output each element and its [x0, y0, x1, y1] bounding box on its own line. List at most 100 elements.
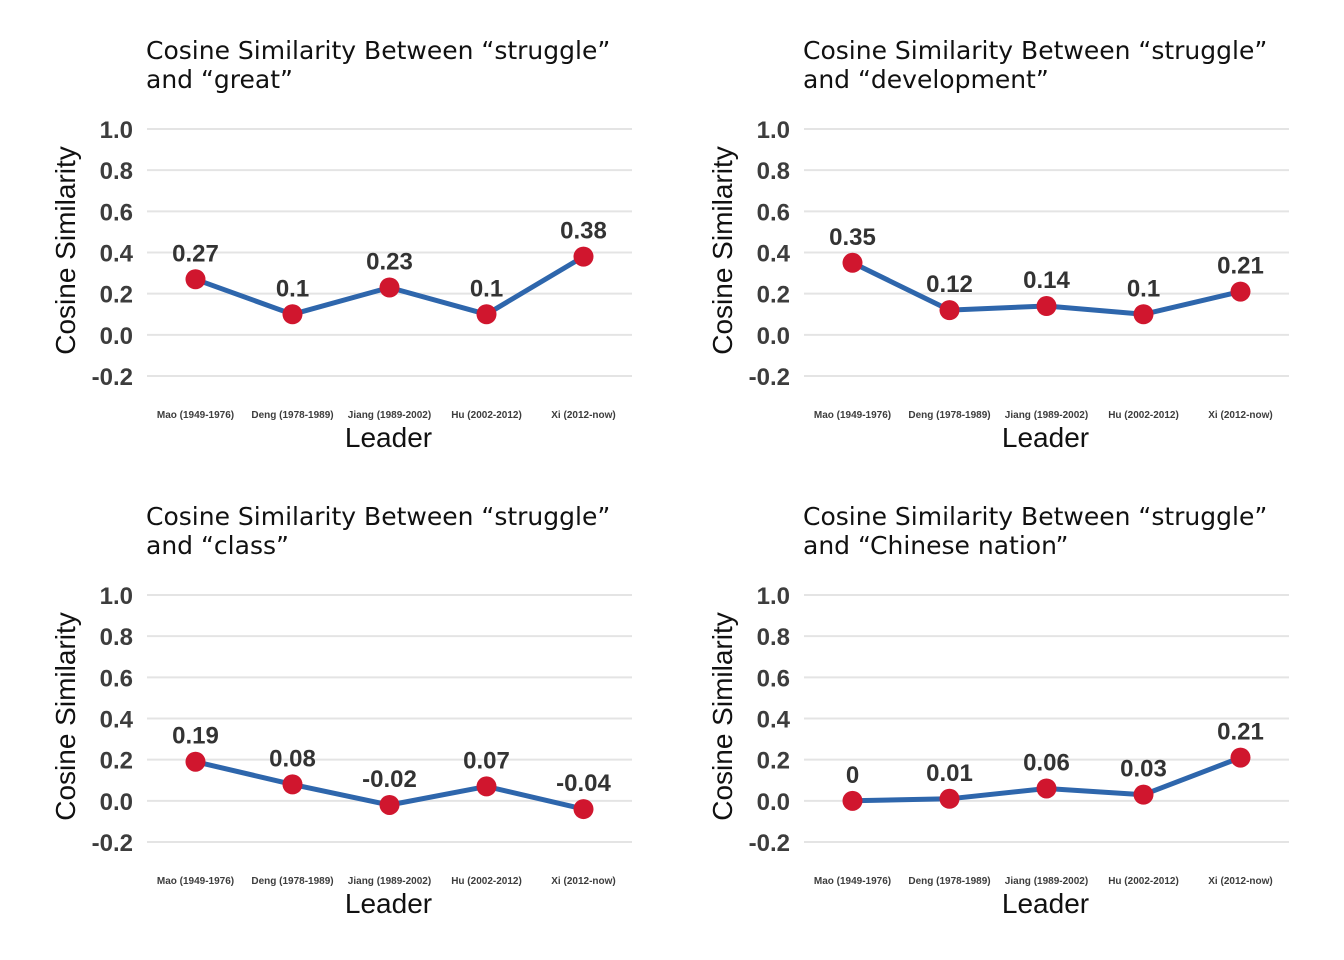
- data-point: [379, 794, 400, 815]
- data-point: [842, 252, 863, 273]
- chart-title-line1: Cosine Similarity Between “struggle”: [803, 502, 1267, 531]
- data-label: 0.1: [470, 275, 503, 302]
- chart-panel-2: Cosine Similarity Between “struggle”and …: [707, 36, 1289, 453]
- y-tick-label: -0.2: [92, 364, 133, 391]
- x-tick-label: Jiang (1989-2002): [348, 876, 431, 887]
- data-point: [1036, 296, 1057, 317]
- y-tick-label: -0.2: [92, 830, 133, 857]
- y-tick-label: 0.8: [757, 158, 790, 185]
- data-point: [185, 751, 206, 772]
- y-tick-label: 1.0: [100, 117, 133, 144]
- x-tick-label: Jiang (1989-2002): [1005, 876, 1088, 887]
- x-tick-label: Hu (2002-2012): [1108, 876, 1179, 887]
- y-tick-label: 0.8: [757, 624, 790, 651]
- y-tick-label: 0.6: [757, 665, 790, 692]
- y-tick-label: 1.0: [757, 583, 790, 610]
- x-tick-label: Hu (2002-2012): [1108, 410, 1179, 421]
- x-tick-label: Jiang (1989-2002): [1005, 410, 1088, 421]
- x-tick-label: Mao (1949-1976): [157, 410, 234, 421]
- x-axis-label: Leader: [345, 888, 432, 919]
- x-tick-label: Xi (2012-now): [551, 876, 615, 887]
- chart-title-line2: and “great”: [146, 65, 293, 94]
- y-tick-label: 0.2: [757, 748, 790, 775]
- data-point: [282, 774, 303, 795]
- y-tick-label: 0.4: [100, 707, 134, 734]
- data-label: 0.01: [926, 760, 973, 787]
- data-point: [1230, 747, 1251, 768]
- chart-panel-1: Cosine Similarity Between “struggle”and …: [50, 36, 632, 453]
- data-label: 0.14: [1023, 267, 1070, 294]
- y-tick-label: 0.8: [100, 158, 133, 185]
- y-axis-label: Cosine Similarity: [50, 146, 81, 355]
- y-tick-label: 0.2: [100, 748, 133, 775]
- data-label: 0: [846, 762, 859, 789]
- data-point: [842, 790, 863, 811]
- y-tick-label: 0.4: [757, 707, 791, 734]
- data-label: 0.1: [276, 275, 309, 302]
- data-label: 0.12: [926, 271, 973, 298]
- data-point: [1133, 304, 1154, 325]
- chart-title-line1: Cosine Similarity Between “struggle”: [803, 36, 1267, 65]
- data-point: [939, 788, 960, 809]
- x-tick-label: Jiang (1989-2002): [348, 410, 431, 421]
- x-tick-label: Hu (2002-2012): [451, 410, 522, 421]
- x-tick-label: Deng (1978-1989): [908, 410, 990, 421]
- y-tick-label: 0.6: [757, 199, 790, 226]
- y-tick-label: 0.0: [100, 789, 133, 816]
- data-label: 0.07: [463, 747, 510, 774]
- x-tick-label: Hu (2002-2012): [451, 876, 522, 887]
- y-tick-label: 0.4: [757, 241, 791, 268]
- data-point: [476, 776, 497, 797]
- y-axis-label: Cosine Similarity: [707, 146, 738, 355]
- data-label: 0.23: [366, 248, 413, 275]
- y-tick-label: 0.6: [100, 665, 133, 692]
- y-tick-label: 0.2: [100, 282, 133, 309]
- x-axis-label: Leader: [1002, 422, 1089, 453]
- data-point: [1036, 778, 1057, 799]
- data-point: [1230, 281, 1251, 302]
- x-tick-label: Mao (1949-1976): [157, 876, 234, 887]
- data-label: -0.02: [362, 766, 417, 793]
- data-label: 0.21: [1217, 719, 1264, 746]
- y-tick-label: 0.0: [757, 323, 790, 350]
- data-point: [379, 277, 400, 298]
- data-point: [282, 304, 303, 325]
- data-label: 0.1: [1127, 275, 1160, 302]
- data-label: 0.21: [1217, 253, 1264, 280]
- chart-title-line1: Cosine Similarity Between “struggle”: [146, 36, 610, 65]
- chart-panel-3: Cosine Similarity Between “struggle”and …: [50, 502, 632, 919]
- y-tick-label: 0.0: [757, 789, 790, 816]
- y-tick-label: 1.0: [100, 583, 133, 610]
- data-label: 0.08: [269, 745, 316, 772]
- chart-title-line2: and “Chinese nation”: [803, 531, 1069, 560]
- y-tick-label: 0.2: [757, 282, 790, 309]
- data-point: [573, 246, 594, 267]
- data-label: 0.03: [1120, 756, 1167, 783]
- chart-title-line2: and “development”: [803, 65, 1049, 94]
- x-tick-label: Xi (2012-now): [551, 410, 615, 421]
- chart-panel-4: Cosine Similarity Between “struggle”and …: [707, 502, 1289, 919]
- data-label: 0.19: [172, 723, 219, 750]
- y-tick-label: 0.8: [100, 624, 133, 651]
- data-point: [476, 304, 497, 325]
- data-point: [1133, 784, 1154, 805]
- chart-title-line2: and “class”: [146, 531, 289, 560]
- x-tick-label: Deng (1978-1989): [251, 410, 333, 421]
- x-tick-label: Xi (2012-now): [1208, 876, 1272, 887]
- data-label: -0.04: [556, 770, 611, 797]
- data-point: [573, 799, 594, 820]
- x-tick-label: Deng (1978-1989): [251, 876, 333, 887]
- data-point: [939, 300, 960, 321]
- x-axis-label: Leader: [345, 422, 432, 453]
- x-axis-label: Leader: [1002, 888, 1089, 919]
- y-tick-label: 0.4: [100, 241, 134, 268]
- y-axis-label: Cosine Similarity: [707, 612, 738, 821]
- x-tick-label: Mao (1949-1976): [814, 410, 891, 421]
- y-tick-label: 0.6: [100, 199, 133, 226]
- data-label: 0.35: [829, 224, 876, 251]
- y-tick-label: -0.2: [749, 830, 790, 857]
- x-tick-label: Xi (2012-now): [1208, 410, 1272, 421]
- data-label: 0.38: [560, 218, 607, 245]
- data-label: 0.06: [1023, 749, 1070, 776]
